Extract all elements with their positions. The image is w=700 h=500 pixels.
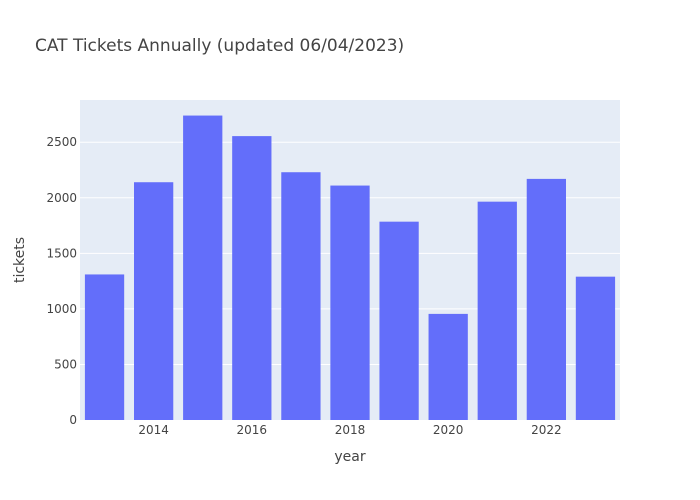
y-tick-label: 0	[69, 413, 77, 427]
x-tick-label: 2018	[335, 423, 366, 437]
bar-2023[interactable]	[575, 276, 616, 420]
bar-2014[interactable]	[134, 182, 174, 420]
y-tick-label: 1500	[46, 246, 77, 260]
bar-2022[interactable]	[526, 178, 566, 420]
bar-2015[interactable]	[183, 115, 223, 421]
x-tick-label: 2022	[531, 423, 562, 437]
y-tick-label: 2000	[46, 191, 77, 205]
bars	[84, 115, 616, 421]
bar-2019[interactable]	[379, 221, 419, 420]
bar-2017[interactable]	[281, 172, 321, 420]
y-axis-ticks: 0 500 1000 1500 2000 2500	[46, 135, 77, 427]
y-axis-title: tickets	[12, 237, 28, 283]
x-tick-label: 2016	[237, 423, 268, 437]
chart-title: CAT Tickets Annually (updated 06/04/2023…	[35, 36, 404, 56]
x-axis-title: year	[334, 449, 365, 465]
y-tick-label: 1000	[46, 302, 77, 316]
bar-2020[interactable]	[428, 313, 468, 420]
bar-2016[interactable]	[232, 136, 272, 420]
x-tick-label: 2014	[138, 423, 169, 437]
y-tick-label: 2500	[46, 135, 77, 149]
bar-2018[interactable]	[330, 185, 370, 420]
bar-2013[interactable]	[84, 274, 125, 420]
x-tick-label: 2020	[433, 423, 464, 437]
x-axis-ticks: 2014 2016 2018 2020 2022	[138, 423, 561, 437]
bar-2021[interactable]	[477, 201, 517, 420]
y-tick-label: 500	[54, 357, 77, 371]
